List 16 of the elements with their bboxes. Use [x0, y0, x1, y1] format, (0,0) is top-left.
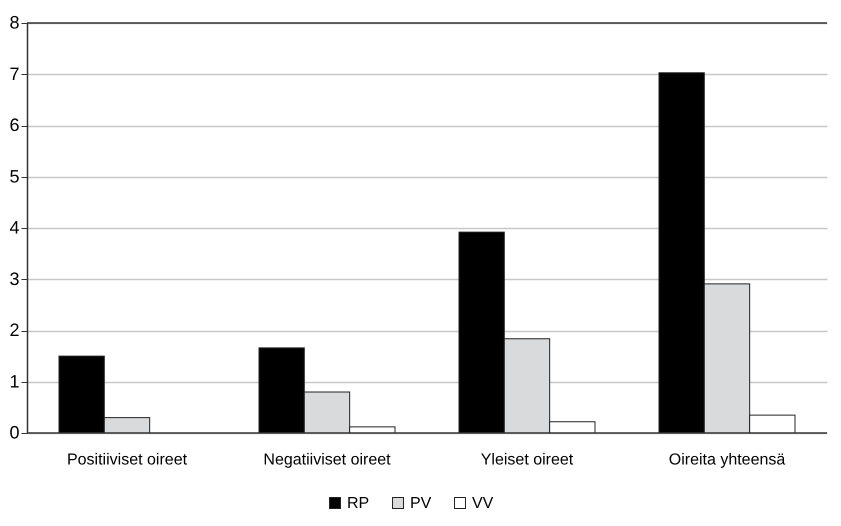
y-tick-label: 1 [9, 371, 20, 392]
x-tick-label: Negatiiviset oireet [263, 452, 392, 468]
y-tick-label: 3 [9, 268, 20, 289]
y-tick-label: 2 [9, 320, 20, 340]
y-tick-label: 5 [9, 166, 20, 186]
legend-label: VV [472, 495, 494, 512]
x-tick-label: Positiiviset oireet [66, 452, 188, 468]
legend-label: PV [410, 495, 432, 512]
y-tick-label: 6 [9, 115, 20, 135]
y-tick-label: 4 [9, 218, 20, 238]
y-tick-label: 0 [9, 422, 20, 442]
y-tick-label: 8 [9, 12, 20, 32]
y-tick-label: 7 [9, 64, 20, 84]
x-tick-label: Yleiset oireet [480, 452, 574, 468]
x-tick-label: Oireita yhteensä [668, 452, 786, 468]
legend-label: RP [347, 495, 370, 512]
